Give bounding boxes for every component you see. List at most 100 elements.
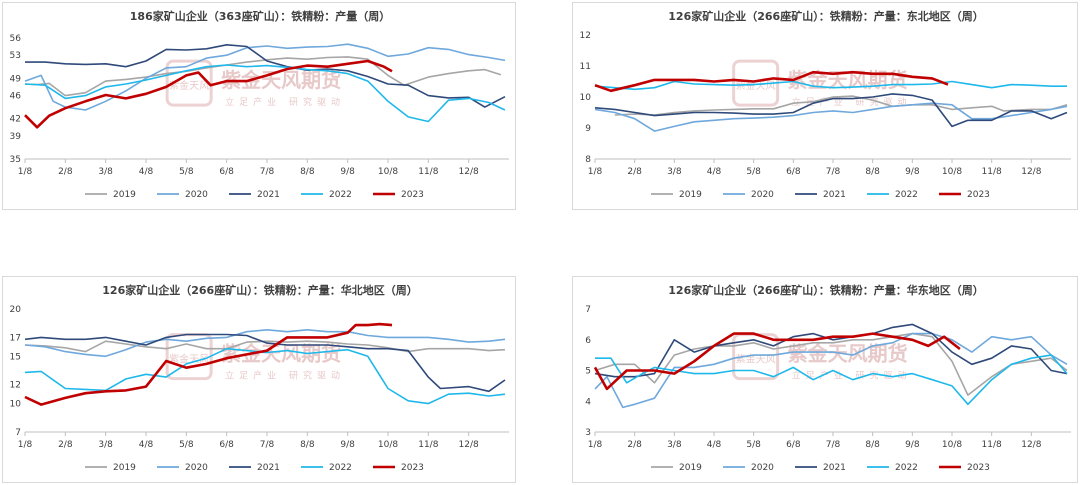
x-tick-label: 9/8 <box>905 440 920 450</box>
series-line-2023 <box>24 59 393 129</box>
y-tick-label: 53 <box>10 51 21 61</box>
y-tick-label: 10 <box>10 400 22 410</box>
x-tick-label: 6/8 <box>219 167 234 177</box>
legend-label-2022: 2022 <box>329 190 352 200</box>
x-tick-label: 10/8 <box>942 440 962 450</box>
series-line-2022 <box>595 354 1068 406</box>
chart-svg-3: 126家矿山企业（266座矿山）：铁精粉：产量：华北地区（周）紫金天风 紫金天风期… <box>10 283 509 473</box>
legend-label-2019: 2019 <box>113 190 136 200</box>
chart-title: 186家矿山企业（363座矿山）：铁精粉：产量（周） <box>130 9 390 23</box>
legend-label-2020: 2020 <box>751 190 774 200</box>
legend-label-2019: 2019 <box>113 463 136 473</box>
x-tick-label: 4/8 <box>707 167 722 177</box>
chart-panel-2: 126家矿山企业（266座矿山）：铁精粉：产量：东北地区（周） 紫金天风 紫金天风期… <box>572 2 1078 210</box>
x-tick-label: 5/8 <box>179 440 194 450</box>
series-line-2020 <box>594 102 1068 132</box>
x-tick-label: 9/8 <box>905 167 920 177</box>
legend-label-2019: 2019 <box>679 463 702 473</box>
x-tick-label: 7/8 <box>260 440 275 450</box>
x-tick-label: 7/8 <box>826 440 841 450</box>
x-tick-label: 8/8 <box>865 167 880 177</box>
legend-label-2021: 2021 <box>257 463 280 473</box>
x-tick-label: 5/8 <box>746 440 761 450</box>
legend-label-2021: 2021 <box>823 190 846 200</box>
x-tick-label: 6/8 <box>786 167 801 177</box>
x-tick-label: 3/8 <box>667 167 682 177</box>
series-line-2022 <box>594 80 1067 91</box>
watermark-seal-text: 紫金天风 <box>169 353 209 366</box>
watermark-slogan: 立足产业 研究驱动 <box>225 370 345 382</box>
y-tick-label: 17 <box>10 333 21 343</box>
x-tick-label: 3/8 <box>667 440 682 450</box>
x-tick-label: 1/8 <box>18 440 33 450</box>
chart-title: 126家矿山企业（266座矿山）：铁精粉：产量：东北地区（周） <box>668 9 983 23</box>
legend-label-2023: 2023 <box>967 463 990 473</box>
legend-label-2019: 2019 <box>679 190 702 200</box>
legend-label-2021: 2021 <box>257 190 280 200</box>
x-tick-label: 12/8 <box>459 167 479 177</box>
series-line-2021 <box>24 333 506 393</box>
x-tick-label: 11/8 <box>982 167 1002 177</box>
x-tick-label: 11/8 <box>418 440 438 450</box>
x-tick-label: 1/8 <box>588 440 603 450</box>
x-tick-label: 11/8 <box>982 440 1002 450</box>
legend-label-2022: 2022 <box>895 190 918 200</box>
x-tick-label: 11/8 <box>418 167 438 177</box>
x-tick-label: 3/8 <box>98 440 113 450</box>
series-line-2019 <box>24 340 506 353</box>
x-tick-label: 2/8 <box>627 167 642 177</box>
chart-svg-1: 186家矿山企业（363座矿山）：铁精粉：产量（周）紫金天风 紫金天风期货立足产业… <box>10 9 509 200</box>
y-tick-label: 20 <box>10 305 22 315</box>
y-tick-label: 49 <box>10 74 22 84</box>
x-tick-label: 9/8 <box>340 440 355 450</box>
x-tick-label: 8/8 <box>300 167 315 177</box>
x-tick-label: 10/8 <box>942 167 962 177</box>
legend-label-2020: 2020 <box>751 463 774 473</box>
x-tick-label: 12/8 <box>1021 167 1041 177</box>
y-tick-label: 5 <box>585 367 591 377</box>
x-tick-label: 6/8 <box>786 440 801 450</box>
y-tick-label: 4 <box>585 397 591 407</box>
legend-label-2022: 2022 <box>329 463 352 473</box>
x-tick-label: 4/8 <box>707 440 722 450</box>
x-tick-label: 7/8 <box>260 167 275 177</box>
x-tick-label: 4/8 <box>139 167 154 177</box>
y-tick-label: 12 <box>10 381 21 391</box>
y-tick-label: 12 <box>580 31 591 41</box>
x-tick-label: 9/8 <box>340 167 355 177</box>
y-tick-label: 9 <box>585 124 591 134</box>
x-tick-label: 10/8 <box>378 440 398 450</box>
series-line-2019 <box>614 95 1068 116</box>
y-tick-label: 56 <box>10 34 22 44</box>
y-tick-label: 7 <box>585 305 591 315</box>
y-tick-label: 46 <box>10 92 22 102</box>
legend-label-2022: 2022 <box>895 463 918 473</box>
x-tick-label: 12/8 <box>459 440 479 450</box>
series-line-2023 <box>594 70 949 93</box>
series-line-2020 <box>24 43 506 111</box>
series-line-2020 <box>24 329 506 358</box>
y-tick-label: 42 <box>10 115 21 125</box>
x-tick-label: 3/8 <box>98 167 113 177</box>
chart-panel-4: 126家矿山企业（266座矿山）：铁精粉：产量：华东地区（周） 紫金天风 紫金天风期… <box>572 276 1078 483</box>
legend-label-2020: 2020 <box>185 463 208 473</box>
series-line-2021 <box>594 323 1068 378</box>
x-tick-label: 2/8 <box>58 167 73 177</box>
y-tick-label: 8 <box>585 155 591 165</box>
y-tick-label: 7 <box>15 428 21 438</box>
series-line-2021 <box>594 93 1068 128</box>
chart-panel-3: 126家矿山企业（266座矿山）：铁精粉：产量：华北地区（周） 紫金天风 紫金天风期… <box>2 276 516 483</box>
series-line-2020 <box>594 332 1068 409</box>
series-line-2019 <box>594 332 1068 396</box>
series-line-2023 <box>24 322 393 406</box>
x-tick-label: 4/8 <box>139 440 154 450</box>
watermark-seal <box>165 59 213 107</box>
y-tick-label: 6 <box>585 336 591 346</box>
x-tick-label: 1/8 <box>18 167 33 177</box>
watermark-slogan: 立足产业 研究驱动 <box>792 370 912 382</box>
watermark-slogan: 立足产业 研究驱动 <box>792 96 912 108</box>
x-tick-label: 10/8 <box>378 167 398 177</box>
x-tick-label: 8/8 <box>865 440 880 450</box>
x-tick-label: 5/8 <box>746 167 761 177</box>
watermark-seal-text: 紫金天风 <box>736 79 776 92</box>
